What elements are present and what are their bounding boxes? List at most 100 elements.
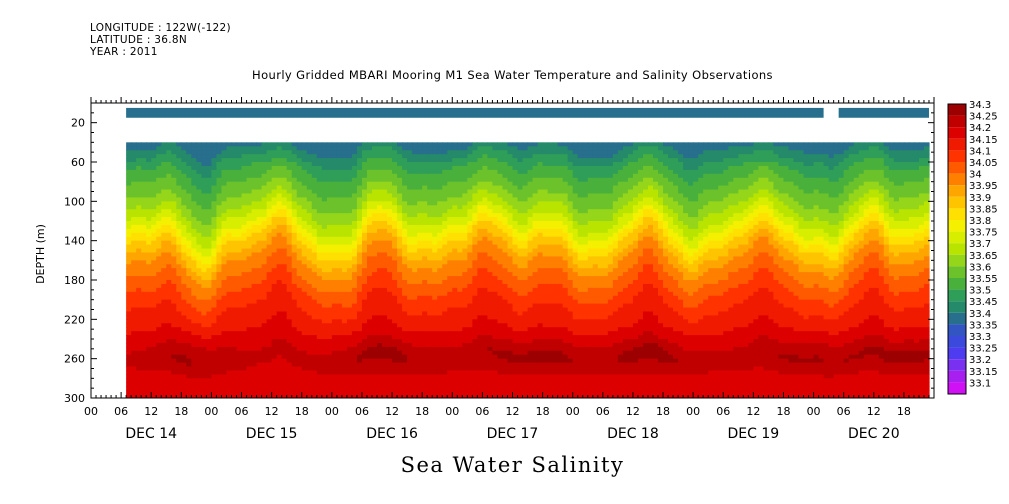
salinity-cell bbox=[392, 154, 398, 159]
salinity-cell bbox=[467, 252, 473, 257]
salinity-cell bbox=[382, 346, 388, 352]
salinity-cell bbox=[477, 283, 483, 289]
salinity-cell bbox=[131, 146, 137, 151]
salinity-cell bbox=[151, 287, 157, 293]
salinity-cell bbox=[136, 165, 142, 171]
salinity-cell bbox=[427, 165, 433, 171]
salinity-cell bbox=[241, 173, 248, 179]
salinity-cell bbox=[467, 181, 473, 187]
salinity-cell bbox=[206, 327, 213, 332]
salinity-cell bbox=[221, 197, 228, 202]
salinity-cell bbox=[497, 193, 504, 198]
salinity-cell bbox=[256, 311, 263, 316]
salinity-cell bbox=[201, 173, 208, 179]
salinity-cell bbox=[241, 236, 248, 242]
salinity-cell bbox=[447, 386, 453, 391]
salinity-cell bbox=[331, 177, 338, 183]
salinity-cell bbox=[186, 185, 192, 191]
salinity-cell bbox=[462, 386, 468, 391]
salinity-cell bbox=[402, 350, 408, 356]
salinity-cell bbox=[482, 205, 489, 210]
salinity-cell bbox=[331, 158, 338, 163]
salinity-cell bbox=[146, 354, 152, 360]
salinity-cell bbox=[477, 339, 483, 344]
salinity-cell bbox=[201, 342, 208, 348]
salinity-cell bbox=[291, 169, 298, 175]
salinity-cell bbox=[417, 165, 423, 171]
salinity-cell bbox=[271, 158, 278, 163]
salinity-cell bbox=[151, 291, 157, 297]
salinity-cell bbox=[477, 335, 483, 340]
salinity-cell bbox=[507, 181, 514, 187]
salinity-cell bbox=[271, 358, 278, 364]
salinity-cell bbox=[341, 299, 348, 305]
salinity-cell bbox=[417, 244, 423, 250]
salinity-cell bbox=[261, 221, 268, 226]
salinity-cell bbox=[507, 240, 514, 246]
salinity-cell bbox=[377, 283, 383, 289]
salinity-cell bbox=[472, 303, 478, 309]
salinity-cell bbox=[377, 323, 383, 328]
salinity-cell bbox=[447, 236, 453, 242]
salinity-cell bbox=[236, 232, 243, 238]
salinity-cell bbox=[261, 173, 268, 179]
salinity-cell bbox=[206, 319, 213, 324]
salinity-cell bbox=[226, 217, 233, 222]
salinity-cell bbox=[361, 342, 368, 348]
salinity-cell bbox=[171, 236, 177, 242]
salinity-cell bbox=[442, 264, 448, 269]
salinity-cell bbox=[346, 240, 353, 246]
salinity-cell bbox=[266, 228, 273, 234]
salinity-cell bbox=[341, 339, 348, 344]
salinity-cell bbox=[377, 272, 383, 277]
salinity-cell bbox=[361, 370, 368, 375]
salinity-cell bbox=[281, 394, 288, 398]
salinity-cell bbox=[216, 177, 223, 183]
salinity-cell bbox=[326, 311, 333, 316]
salinity-cell bbox=[432, 370, 438, 375]
salinity-cell bbox=[171, 358, 177, 364]
salinity-cell bbox=[422, 177, 428, 183]
salinity-cell bbox=[316, 323, 323, 328]
salinity-cell bbox=[191, 346, 197, 352]
salinity-cell bbox=[356, 189, 363, 195]
salinity-cell bbox=[422, 295, 428, 301]
salinity-cell bbox=[341, 248, 348, 254]
salinity-cell bbox=[407, 197, 413, 202]
salinity-cell bbox=[457, 386, 463, 391]
salinity-cell bbox=[261, 193, 268, 198]
salinity-cell bbox=[372, 142, 378, 147]
salinity-cell bbox=[286, 378, 293, 383]
salinity-cell bbox=[462, 303, 468, 309]
salinity-cell bbox=[231, 256, 238, 261]
salinity-cell bbox=[372, 252, 378, 257]
salinity-cell bbox=[126, 228, 132, 234]
salinity-cell bbox=[251, 299, 258, 305]
salinity-cell bbox=[166, 181, 172, 187]
salinity-cell bbox=[231, 221, 238, 226]
salinity-cell bbox=[387, 280, 393, 285]
salinity-cell bbox=[286, 228, 293, 234]
salinity-cell bbox=[372, 295, 378, 301]
salinity-cell bbox=[291, 272, 298, 277]
salinity-cell bbox=[176, 150, 182, 155]
salinity-cell bbox=[497, 268, 504, 273]
salinity-cell bbox=[477, 165, 483, 171]
salinity-cell bbox=[457, 390, 463, 395]
salinity-cell bbox=[417, 354, 423, 360]
salinity-cell bbox=[497, 177, 504, 183]
salinity-cell bbox=[141, 177, 147, 183]
salinity-cell bbox=[141, 185, 147, 191]
salinity-cell bbox=[151, 315, 157, 320]
salinity-cell bbox=[136, 283, 142, 289]
salinity-cell bbox=[166, 315, 172, 320]
salinity-cell bbox=[176, 358, 182, 364]
salinity-cell bbox=[196, 358, 202, 364]
salinity-cell bbox=[211, 295, 218, 301]
salinity-cell bbox=[136, 342, 142, 348]
salinity-cell bbox=[397, 394, 403, 398]
salinity-cell bbox=[457, 236, 463, 242]
salinity-cell bbox=[487, 173, 494, 179]
salinity-cell bbox=[437, 240, 443, 246]
salinity-cell bbox=[176, 217, 182, 222]
